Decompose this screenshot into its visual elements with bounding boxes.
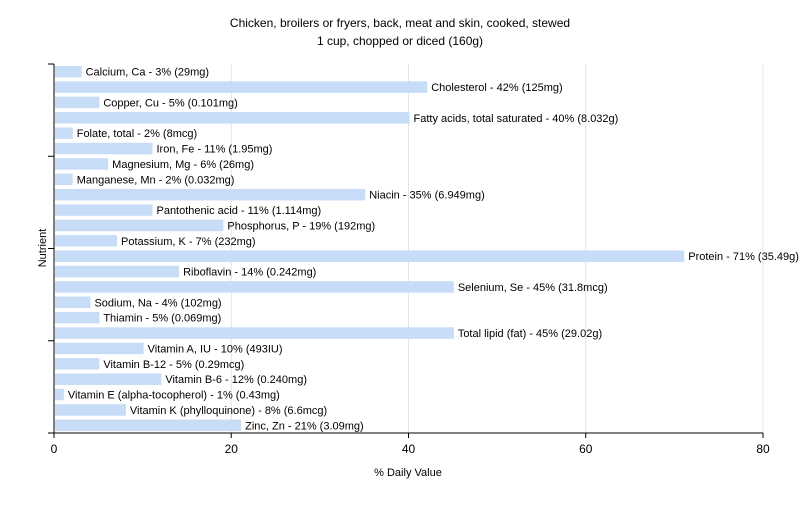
- bars: Calcium, Ca - 3% (29mg) Cholesterol - 42%…: [55, 65, 799, 432]
- x-tick-label: 40: [402, 442, 416, 456]
- bar-label: Selenium, Se - 45% (31.8mcg): [458, 282, 608, 294]
- bar: [55, 250, 685, 262]
- bar-label: Potassium, K - 7% (232mg): [121, 236, 256, 248]
- bar: [55, 327, 454, 339]
- bar-label: Manganese, Mn - 2% (0.032mg): [77, 174, 235, 186]
- bar: [55, 281, 454, 293]
- bar: [55, 388, 64, 401]
- bar-label: Magnesium, Mg - 6% (26mg): [112, 159, 254, 171]
- bar: [55, 188, 366, 201]
- chart-title: Chicken, broilers or fryers, back, meat …: [230, 16, 570, 30]
- x-tick-label: 60: [579, 442, 593, 456]
- bar-label: Vitamin K (phylloquinone) - 8% (6.6mcg): [130, 405, 327, 417]
- bar: [55, 296, 91, 309]
- bar: [55, 65, 82, 78]
- bar: [55, 127, 73, 139]
- bar-label: Iron, Fe - 11% (1.95mg): [156, 144, 272, 156]
- x-tick-label: 20: [225, 442, 239, 456]
- bar-label: Fatty acids, total saturated - 40% (8.03…: [414, 113, 619, 125]
- bar: [55, 219, 224, 232]
- axes: 0 20 40 60 80: [48, 63, 770, 456]
- bar: [55, 235, 118, 247]
- bar-label: Pantothenic acid - 11% (1.114mg): [156, 205, 321, 217]
- bar: [55, 173, 73, 186]
- bar-label: Sodium, Na - 4% (102mg): [94, 297, 221, 309]
- bar: [55, 142, 153, 155]
- bar-label: Vitamin B-6 - 12% (0.240mg): [165, 374, 307, 386]
- bar: [55, 158, 109, 170]
- bar-label: Niacin - 35% (6.949mg): [369, 190, 485, 202]
- x-tick-label: 0: [51, 442, 58, 456]
- bar-label: Vitamin B-12 - 5% (0.29mcg): [103, 359, 244, 371]
- bar-label: Copper, Cu - 5% (0.101mg): [103, 97, 238, 109]
- bar: [55, 373, 162, 385]
- bar: [55, 81, 428, 93]
- bar: [55, 204, 153, 216]
- bar-label: Folate, total - 2% (8mcg): [77, 128, 197, 140]
- bar: [55, 311, 100, 324]
- x-tick-label: 80: [756, 442, 770, 456]
- bar: [55, 112, 410, 124]
- bar-label: Protein - 71% (35.49g): [688, 251, 799, 263]
- bar-label: Zinc, Zn - 21% (3.09mg): [245, 420, 364, 432]
- bar-label: Vitamin E (alpha-tocopherol) - 1% (0.43m…: [68, 390, 280, 402]
- bar: [55, 265, 180, 278]
- bar-label: Riboflavin - 14% (0.242mg): [183, 267, 316, 279]
- bar-label: Calcium, Ca - 3% (29mg): [86, 67, 209, 79]
- bar-label: Thiamin - 5% (0.069mg): [103, 313, 221, 325]
- bar: [55, 342, 144, 355]
- gridlines: [230, 64, 764, 433]
- bar: [55, 404, 126, 416]
- x-axis-title: % Daily Value: [374, 467, 442, 479]
- y-axis-title: Nutrient: [37, 229, 49, 268]
- bar-label: Total lipid (fat) - 45% (29.02g): [458, 328, 602, 340]
- bar-label: Cholesterol - 42% (125mg): [431, 82, 562, 94]
- bar: [55, 96, 100, 109]
- bar: [55, 358, 100, 370]
- chart-subtitle: 1 cup, chopped or diced (160g): [317, 34, 483, 48]
- bar-label: Vitamin A, IU - 10% (493IU): [148, 343, 283, 355]
- bar-label: Phosphorus, P - 19% (192mg): [227, 220, 375, 232]
- bar: [55, 419, 242, 432]
